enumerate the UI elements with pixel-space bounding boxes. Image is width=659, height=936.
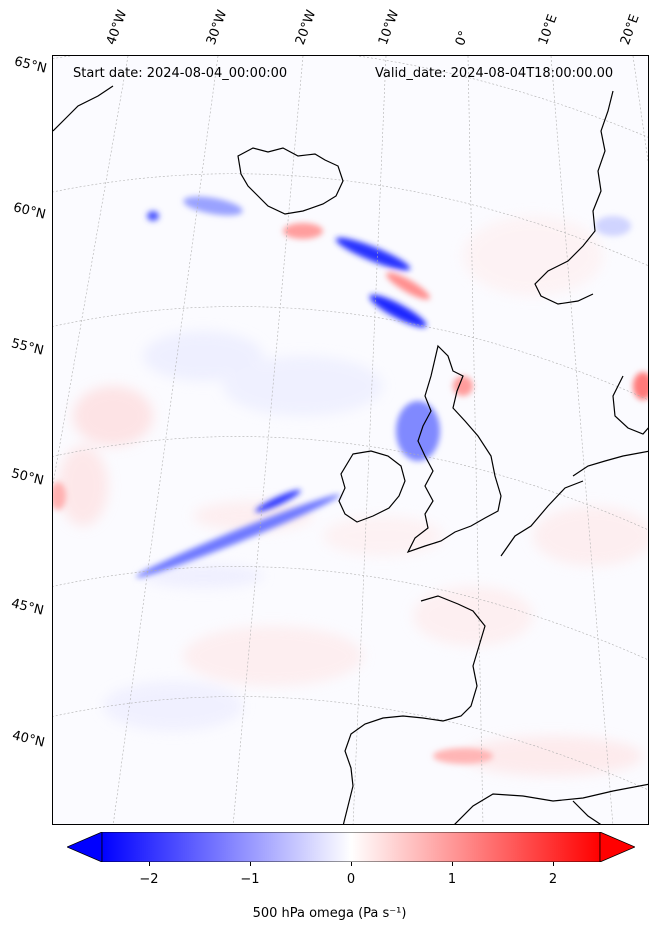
background-field: [58, 216, 648, 776]
colorbar-tick-label-0: 0: [346, 872, 356, 887]
colorbar-tick: [452, 862, 453, 866]
omega-features: [53, 196, 648, 764]
colorbar-tick-label-m1: −1: [240, 872, 260, 887]
lat-label-50n: 50°N: [9, 466, 46, 489]
coastlines: [53, 85, 648, 824]
colorbar-gradient: [101, 832, 601, 862]
colorbar-extend-high: [599, 832, 635, 862]
lat-label-65n: 65°N: [12, 54, 49, 77]
colorbar-tick: [351, 862, 352, 866]
lat-label-60n: 60°N: [11, 200, 48, 223]
omega-field-map: [53, 56, 648, 824]
lon-label-20e: 20°E: [617, 12, 643, 48]
lat-label-45n: 45°N: [9, 596, 46, 619]
colorbar-tick-label-2: 2: [548, 872, 558, 887]
colorbar-tick-label-1: 1: [447, 872, 457, 887]
lon-label-10w: 10°W: [375, 8, 403, 47]
colorbar-tick: [553, 862, 554, 866]
lon-label-20w: 20°W: [292, 8, 320, 47]
graticule: [53, 56, 648, 824]
colorbar-label: 500 hPa omega (Pa s⁻¹): [252, 906, 407, 921]
colorbar-tick-label-m2: −2: [139, 872, 159, 887]
colorbar: [67, 832, 635, 862]
colorbar-extend-low: [67, 832, 103, 862]
colorbar-tick: [149, 862, 150, 866]
map-panel: [52, 55, 649, 825]
lon-label-0: 0°: [452, 28, 473, 48]
lat-label-55n: 55°N: [9, 336, 46, 359]
lat-label-40n: 40°N: [10, 728, 47, 751]
valid-date-title: Valid_date: 2024-08-04T18:00:00.00: [375, 66, 614, 81]
lon-label-10e: 10°E: [535, 12, 561, 48]
start-date-title: Start date: 2024-08-04_00:00:00: [73, 66, 288, 81]
lon-label-30w: 30°W: [203, 8, 231, 47]
lon-label-40w: 40°W: [103, 8, 131, 47]
colorbar-tick: [250, 862, 251, 866]
